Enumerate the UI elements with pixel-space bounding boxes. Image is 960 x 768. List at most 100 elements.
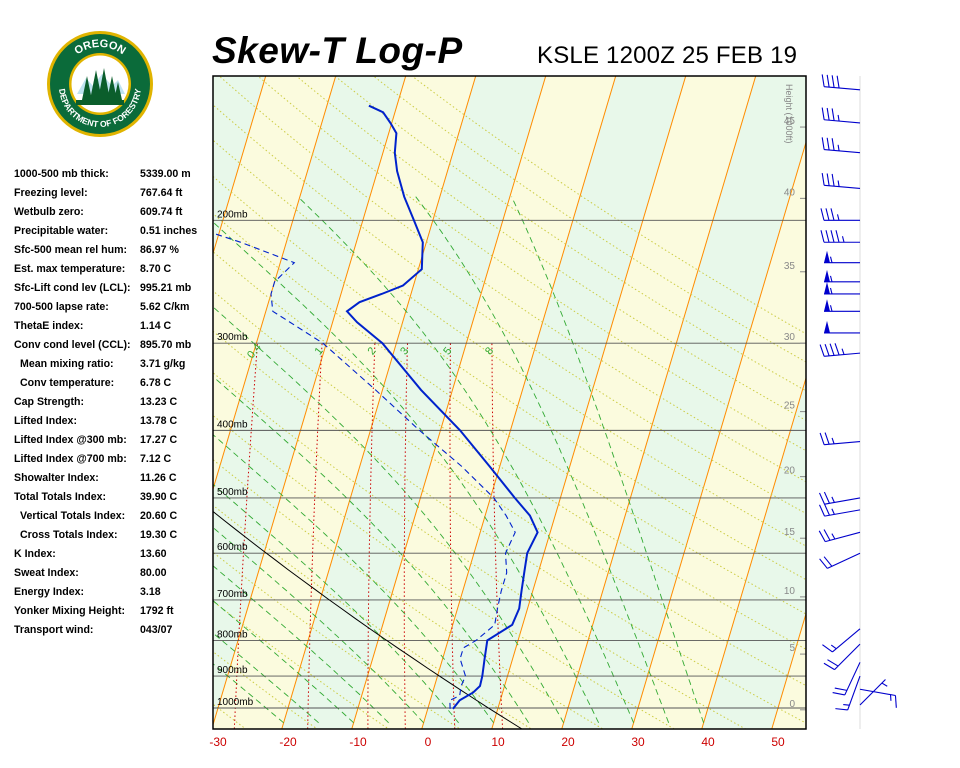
height-tick-label: 20	[784, 466, 796, 477]
isotherm-line	[351, 76, 547, 729]
stat-value: 5.62 C/km	[140, 301, 190, 313]
stat-value: 13.60	[140, 548, 167, 560]
wind-barb-flag	[823, 503, 830, 516]
moist-adiabat-line	[213, 483, 459, 724]
stat-value: 20.60 C	[140, 510, 178, 522]
wind-barb	[821, 137, 861, 154]
stat-label: K Index:	[14, 548, 56, 560]
height-tick-label: 50	[784, 44, 796, 55]
wind-barb-pennant	[824, 250, 830, 263]
wind-barb-half-flag	[881, 682, 888, 687]
isotherm-line	[0, 71, 57, 734]
wind-barb-flag	[826, 107, 830, 121]
temperature-band	[421, 76, 686, 729]
stat-value: 1792 ft	[140, 605, 174, 617]
wind-barb	[821, 172, 861, 189]
mixing-ratio-line	[307, 343, 323, 729]
wind-barb-flag	[821, 107, 825, 120]
wind-barb-half-flag	[837, 144, 840, 151]
wind-barb-flag	[823, 556, 833, 567]
wind-barb-flag	[827, 659, 839, 667]
height-tick-label: 10	[784, 586, 796, 597]
isotherm-line	[281, 76, 477, 729]
pressure-level-label: 1000mb	[217, 697, 254, 708]
wind-barb-flag	[831, 75, 835, 88]
wind-barb-shaft	[824, 184, 861, 189]
wind-barb	[821, 74, 861, 91]
stat-label: Lifted Index @300 mb:	[14, 434, 127, 446]
moist-adiabat-line	[213, 565, 389, 724]
stat-label: Sfc-500 mean rel hum:	[14, 244, 128, 256]
stat-value: 19.30 C	[140, 529, 178, 541]
height-tick-label: 40	[784, 187, 796, 198]
stat-label: Total Totals Index:	[14, 491, 107, 503]
isotherm-line	[631, 140, 806, 729]
height-tick-label: 25	[784, 401, 796, 412]
parcel-line	[213, 510, 523, 729]
wind-barb-shaft	[824, 509, 861, 517]
stat-value: 995.21 mb	[140, 282, 192, 294]
stat-label: 1000-500 mb thick:	[14, 168, 109, 180]
wind-barb-shaft	[834, 643, 861, 670]
wind-barb-flag	[831, 138, 835, 151]
wind-barb-flag	[834, 687, 848, 691]
stat-value: 6.78 C	[140, 377, 172, 389]
wind-barb-flag	[819, 492, 826, 505]
dry-adiabat-line	[213, 251, 806, 650]
wind-barb-flag	[819, 344, 825, 357]
mixing-ratio-line	[491, 343, 504, 729]
moist-adiabat-line	[511, 196, 705, 723]
stat-label: Conv temperature:	[20, 377, 115, 389]
isotherm-line	[840, 71, 960, 734]
stat-value: 3.71 g/kg	[140, 358, 186, 370]
wind-barb-half-flag	[829, 305, 833, 312]
wind-barb-half-flag	[831, 437, 835, 444]
stat-label: Wetbulb zero:	[14, 206, 84, 218]
wind-barb-flag	[829, 343, 835, 356]
stat-value: 043/07	[140, 624, 173, 636]
wind-barb	[819, 491, 861, 505]
temperature-tick-label: 40	[701, 735, 715, 749]
wind-barb-shaft	[824, 86, 861, 91]
mixing-ratio-line	[233, 343, 258, 729]
pressure-level-label: 300mb	[217, 332, 248, 343]
wind-barb-flag	[832, 692, 845, 696]
isotherm-line	[421, 76, 617, 729]
stat-value: 1.14 C	[140, 320, 172, 332]
wind-barb-pennant	[824, 269, 830, 282]
temperature-trace	[345, 104, 539, 710]
wind-barb-flag	[819, 558, 828, 569]
logo-text-top: OREGON	[72, 38, 127, 57]
oregon-department-of-forestry-logo: OREGON DEPARTMENT OF FORESTRY	[47, 31, 153, 137]
temperature-tick-label: -20	[279, 735, 297, 749]
stat-label: Freezing level:	[14, 187, 88, 199]
wind-barb-flag	[823, 662, 835, 671]
stat-label: Vertical Totals Index:	[20, 510, 126, 522]
temperature-tick-label: -10	[349, 735, 367, 749]
stat-value: 5339.00 m	[140, 168, 191, 180]
pressure-level-label: 400mb	[217, 419, 248, 430]
wind-barb-flag	[826, 74, 830, 88]
stat-value: 80.00	[140, 567, 167, 579]
moist-adiabat-line	[213, 375, 529, 724]
wind-barb-half-flag	[841, 348, 845, 355]
wind-barb-flag	[820, 230, 825, 243]
wind-barb-pennant	[824, 281, 830, 294]
isotherm-line	[491, 76, 687, 729]
wind-barb-half-flag	[829, 275, 833, 282]
stat-label: Showalter Index:	[14, 472, 99, 484]
stat-value: 17.27 C	[140, 434, 178, 446]
wind-barb-shaft	[859, 688, 896, 697]
wind-barb-flag	[834, 343, 840, 356]
pressure-level-label: 200mb	[217, 209, 248, 220]
wind-barb	[820, 230, 860, 243]
wind-barb-flag	[823, 491, 830, 504]
wind-barb	[859, 679, 888, 706]
wind-barb-shaft	[825, 531, 861, 543]
wind-barb-flag	[894, 695, 897, 708]
wind-barb-half-flag	[837, 180, 840, 187]
wind-barb-flag	[830, 208, 835, 221]
wind-barb-pennant	[824, 299, 830, 312]
stat-label: 700-500 lapse rate:	[14, 301, 109, 313]
